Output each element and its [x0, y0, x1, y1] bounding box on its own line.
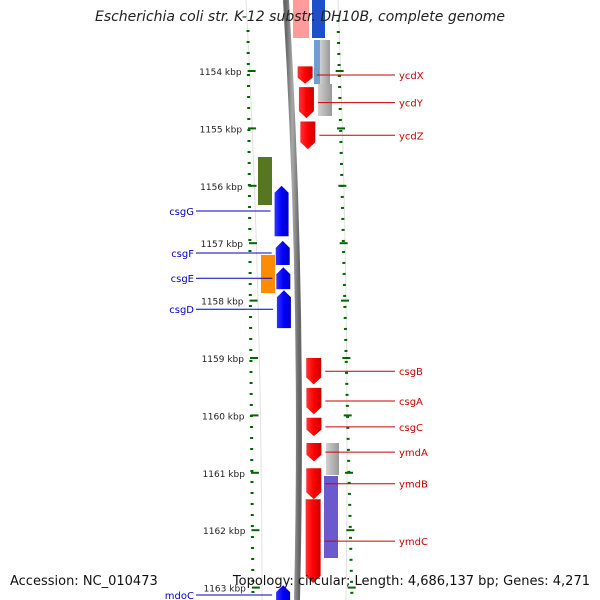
gene-arrow-ymdC — [305, 499, 321, 584]
inner-ring-band — [245, 0, 263, 600]
gene-label-ycdY: ycdY — [399, 99, 424, 110]
gene-label-csgF: csgF — [171, 249, 194, 260]
ruler-tick-label: 1161 kbp — [203, 470, 246, 480]
gene-label-mdoC: mdoC — [165, 591, 194, 600]
gene-arrow-ycdZ — [300, 121, 316, 150]
gene-label-csgA: csgA — [399, 397, 423, 408]
ruler-tick-label: 1163 kbp — [203, 585, 246, 595]
gene-labels: ycdX ycdY ycdZ csgB csgA csgC ymdA ymdB ymdC csgG… — [165, 71, 428, 600]
ruler-tick-label: 1162 kbp — [203, 527, 246, 537]
ruler-tick-label: 1156 kbp — [200, 183, 243, 193]
grey-feature — [320, 40, 330, 84]
genome-backbone — [283, 0, 302, 600]
purple-feature — [324, 476, 338, 558]
gene-label-csgE: csgE — [171, 274, 194, 285]
gene-label-ycdZ: ycdZ — [399, 131, 424, 142]
gene-label-ymdB: ymdB — [399, 480, 428, 491]
ruler-inner-dots — [246, 29, 255, 600]
gene-arrow-ymdA — [306, 442, 322, 462]
ruler-tick-label: 1155 kbp — [200, 125, 243, 135]
gene-arrow-csgF — [275, 240, 290, 266]
pale-red-feature — [293, 0, 309, 38]
gene-arrow-csgC — [306, 417, 322, 437]
gene-arrow-csgA — [306, 387, 322, 415]
grey-feature — [318, 84, 332, 116]
ruler-tick-label: 1157 kbp — [201, 240, 244, 250]
gene-arrow-csgE — [276, 267, 291, 290]
ruler-ticks: 1154 kbp 1155 kbp 1156 kbp 1157 kbp 1158 kbp… — [199, 68, 356, 595]
blue-feature-top — [312, 0, 325, 38]
green-feature — [258, 157, 272, 205]
ruler-tick-label: 1160 kbp — [202, 412, 245, 422]
accession-text: Accession: NC_010473 — [10, 574, 158, 589]
grey-feature — [326, 443, 339, 475]
gene-arrow-csgG — [274, 185, 289, 237]
gene-arrow-ymdB — [306, 468, 322, 500]
map-title: Escherichia coli str. K-12 substr. DH10B… — [94, 9, 506, 25]
gene-arrows — [274, 66, 322, 600]
ruler-tick-label: 1158 kbp — [201, 298, 244, 308]
gene-label-ymdA: ymdA — [399, 448, 428, 459]
gene-label-csgG: csgG — [169, 207, 194, 218]
ruler-tick-label: 1159 kbp — [202, 355, 245, 365]
gene-arrow-mdoC — [276, 585, 291, 600]
orange-feature — [261, 255, 275, 293]
gene-arrow-ycdY — [298, 87, 314, 119]
ruler-tick-label: 1154 kbp — [199, 68, 242, 78]
gene-label-ymdC: ymdC — [399, 537, 428, 548]
gene-label-csgD: csgD — [169, 305, 194, 316]
feature-track — [258, 0, 339, 558]
ruler: 1154 kbp 1155 kbp 1156 kbp 1157 kbp 1158 kbp… — [199, 19, 356, 600]
ruler-outer-dots — [336, 19, 354, 600]
gene-arrow-csgB — [306, 358, 322, 385]
gene-arrow-ycdX — [297, 66, 313, 84]
gene-label-ycdX: ycdX — [399, 71, 424, 82]
gene-label-csgB: csgB — [399, 367, 423, 378]
topology-text: Topology: circular; Length: 4,686,137 bp… — [232, 574, 590, 589]
gene-arrow-csgD — [276, 290, 291, 329]
gene-label-csgC: csgC — [399, 423, 423, 434]
